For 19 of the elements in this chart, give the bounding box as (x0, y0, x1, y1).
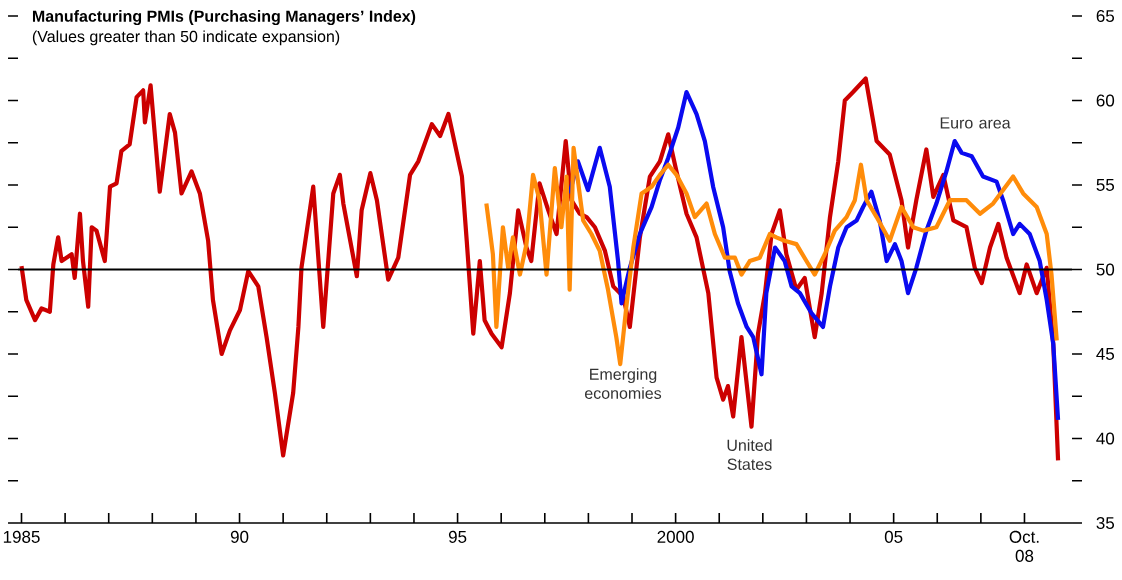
text: (Values greater than 50 indicate expansion) (32, 30, 340, 46)
y-tick-label: 35 (1096, 516, 1115, 530)
x-tick-label: 95 (448, 530, 467, 543)
series-label: Euro area (940, 117, 1011, 129)
x-tick-label: Oct. 08 (1009, 530, 1039, 562)
chart-title: Manufacturing PMIs (Purchasing Managers’ Index) (32, 10, 416, 26)
y-tick-label: 65 (1096, 9, 1115, 23)
series-label: Emerging economies (585, 368, 662, 399)
y-tick-label: 45 (1096, 348, 1115, 360)
x-tick-label: 1985 (3, 530, 40, 543)
y-tick-label: 55 (1096, 179, 1115, 191)
line-series (567, 89, 1061, 422)
x-tick-label: 05 (884, 530, 903, 543)
y-tick-label: 50 (1096, 263, 1115, 276)
y-tick-label: 60 (1096, 94, 1115, 107)
x-tick-label: 2000 (657, 530, 694, 543)
series-label: United States (727, 439, 772, 470)
x-tick-label: 90 (230, 530, 249, 543)
y-tick-label: 40 (1096, 432, 1115, 445)
